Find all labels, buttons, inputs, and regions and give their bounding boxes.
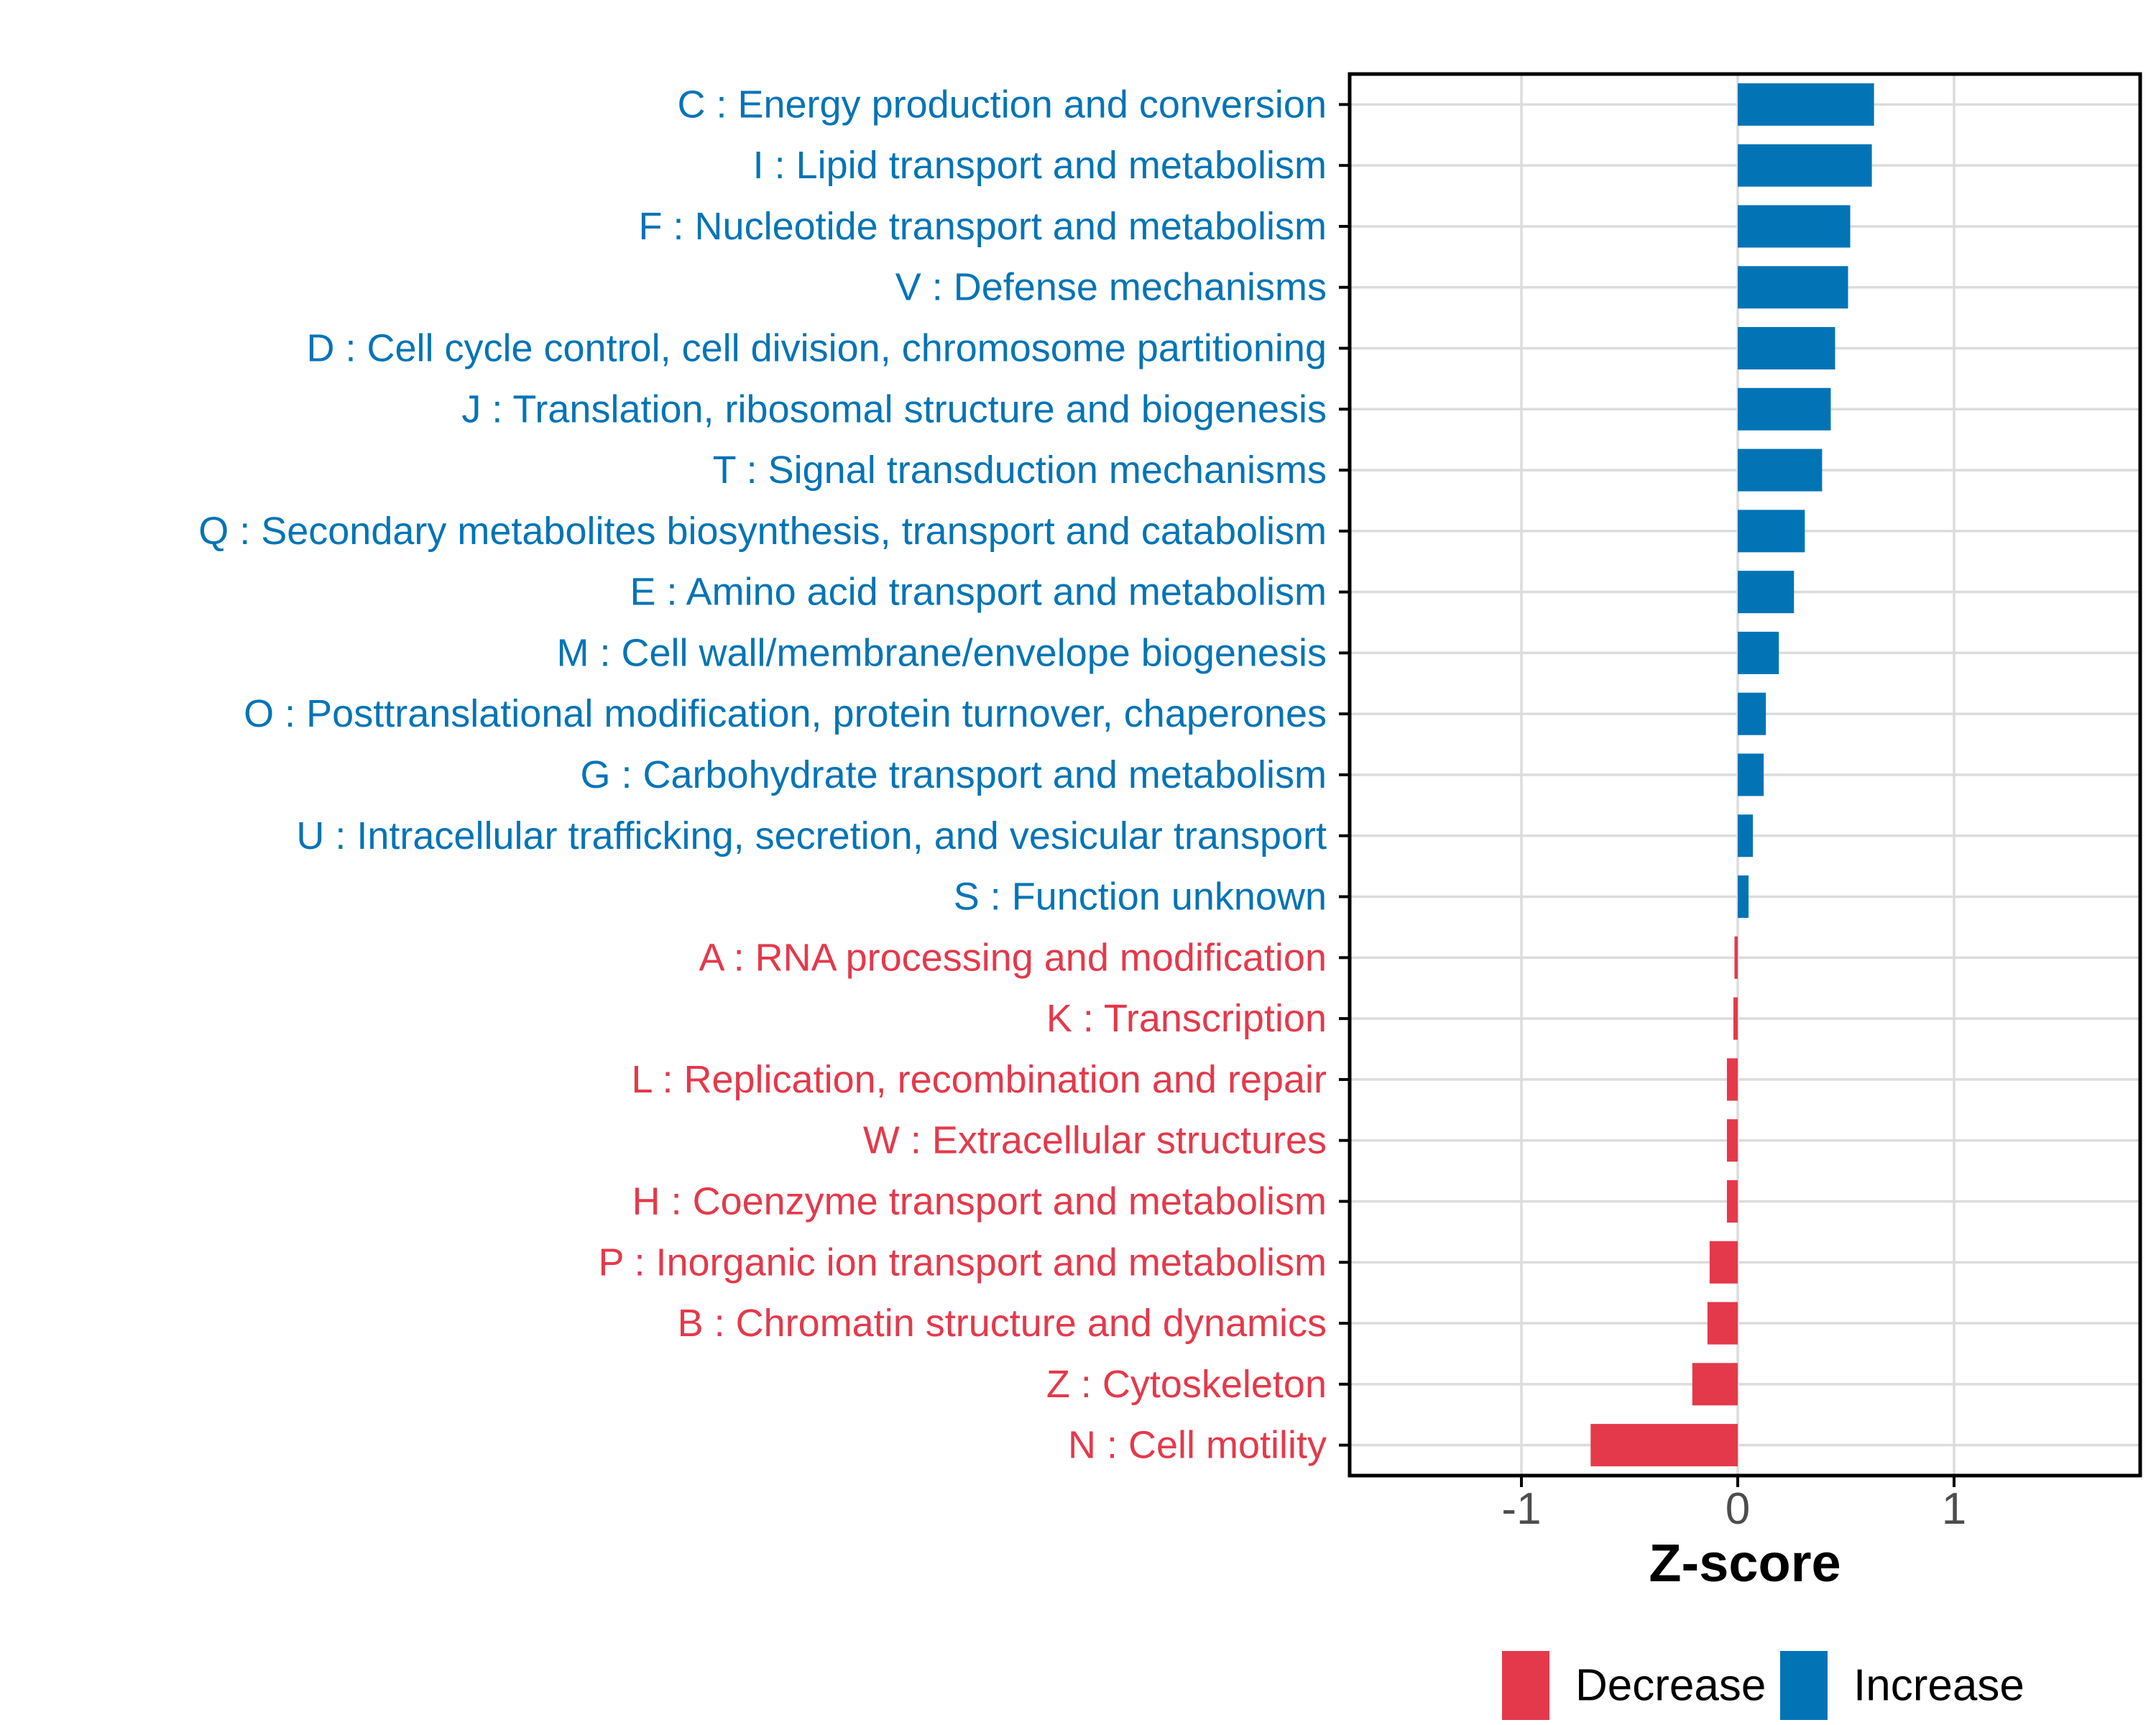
category-label: C : Energy production and conversion (677, 83, 1327, 126)
bar (1726, 1119, 1738, 1162)
bar (1733, 997, 1738, 1040)
category-label: N : Cell motility (1068, 1424, 1327, 1467)
bar (1738, 83, 1874, 126)
bar (1738, 692, 1766, 735)
bar (1707, 1302, 1738, 1345)
category-label: W : Extracellular structures (863, 1119, 1327, 1162)
category-label: S : Function unknown (954, 875, 1327, 919)
legend-label-decrease: Decrease (1575, 1661, 1766, 1711)
category-label: I : Lipid transport and metabolism (753, 144, 1327, 187)
category-label: V : Defense mechanisms (895, 266, 1327, 309)
legend-key-decrease (1502, 1651, 1549, 1720)
category-label: L : Replication, recombination and repai… (631, 1058, 1327, 1101)
category-label: P : Inorganic ion transport and metaboli… (598, 1241, 1327, 1284)
category-label: D : Cell cycle control, cell division, c… (306, 327, 1327, 370)
bar (1734, 936, 1738, 979)
bar (1738, 266, 1848, 309)
category-label: T : Signal transduction mechanisms (713, 448, 1327, 492)
bar (1738, 448, 1823, 492)
bar (1590, 1424, 1738, 1467)
category-label: A : RNA processing and modification (699, 936, 1327, 979)
bar (1738, 875, 1749, 919)
x-tick-label: -1 (1501, 1484, 1541, 1534)
x-axis-title: Z-score (1649, 1533, 1841, 1593)
category-label: E : Amino acid transport and metabolism (630, 571, 1327, 614)
bar (1738, 510, 1805, 553)
category-label: H : Coenzyme transport and metabolism (632, 1179, 1327, 1223)
bar (1692, 1363, 1738, 1406)
category-label: B : Chromatin structure and dynamics (678, 1302, 1327, 1345)
category-label: F : Nucleotide transport and metabolism (639, 205, 1327, 248)
category-label: U : Intracellular trafficking, secretion… (296, 814, 1327, 857)
bar (1726, 1058, 1738, 1101)
category-label: M : Cell wall/membrane/envelope biogenes… (556, 631, 1327, 674)
bar (1726, 1179, 1738, 1223)
bar (1738, 205, 1851, 248)
x-tick-label: 0 (1726, 1484, 1750, 1534)
legend-key-increase (1780, 1651, 1828, 1720)
bar (1738, 144, 1872, 187)
category-label: Q : Secondary metabolites biosynthesis, … (198, 510, 1327, 553)
bar (1738, 814, 1754, 857)
x-tick-label: 1 (1942, 1484, 1966, 1534)
category-label: K : Transcription (1046, 997, 1327, 1040)
legend-label-increase: Increase (1853, 1661, 2024, 1711)
category-label: O : Posttranslational modification, prot… (244, 692, 1327, 735)
bar (1738, 753, 1764, 796)
bar (1738, 571, 1795, 614)
category-label: J : Translation, ribosomal structure and… (461, 387, 1327, 431)
bar (1738, 327, 1835, 370)
bar (1738, 631, 1779, 674)
bar (1709, 1241, 1738, 1284)
bar (1738, 387, 1831, 431)
category-label: G : Carbohydrate transport and metabolis… (581, 753, 1327, 796)
category-label: Z : Cytoskeleton (1046, 1363, 1327, 1406)
